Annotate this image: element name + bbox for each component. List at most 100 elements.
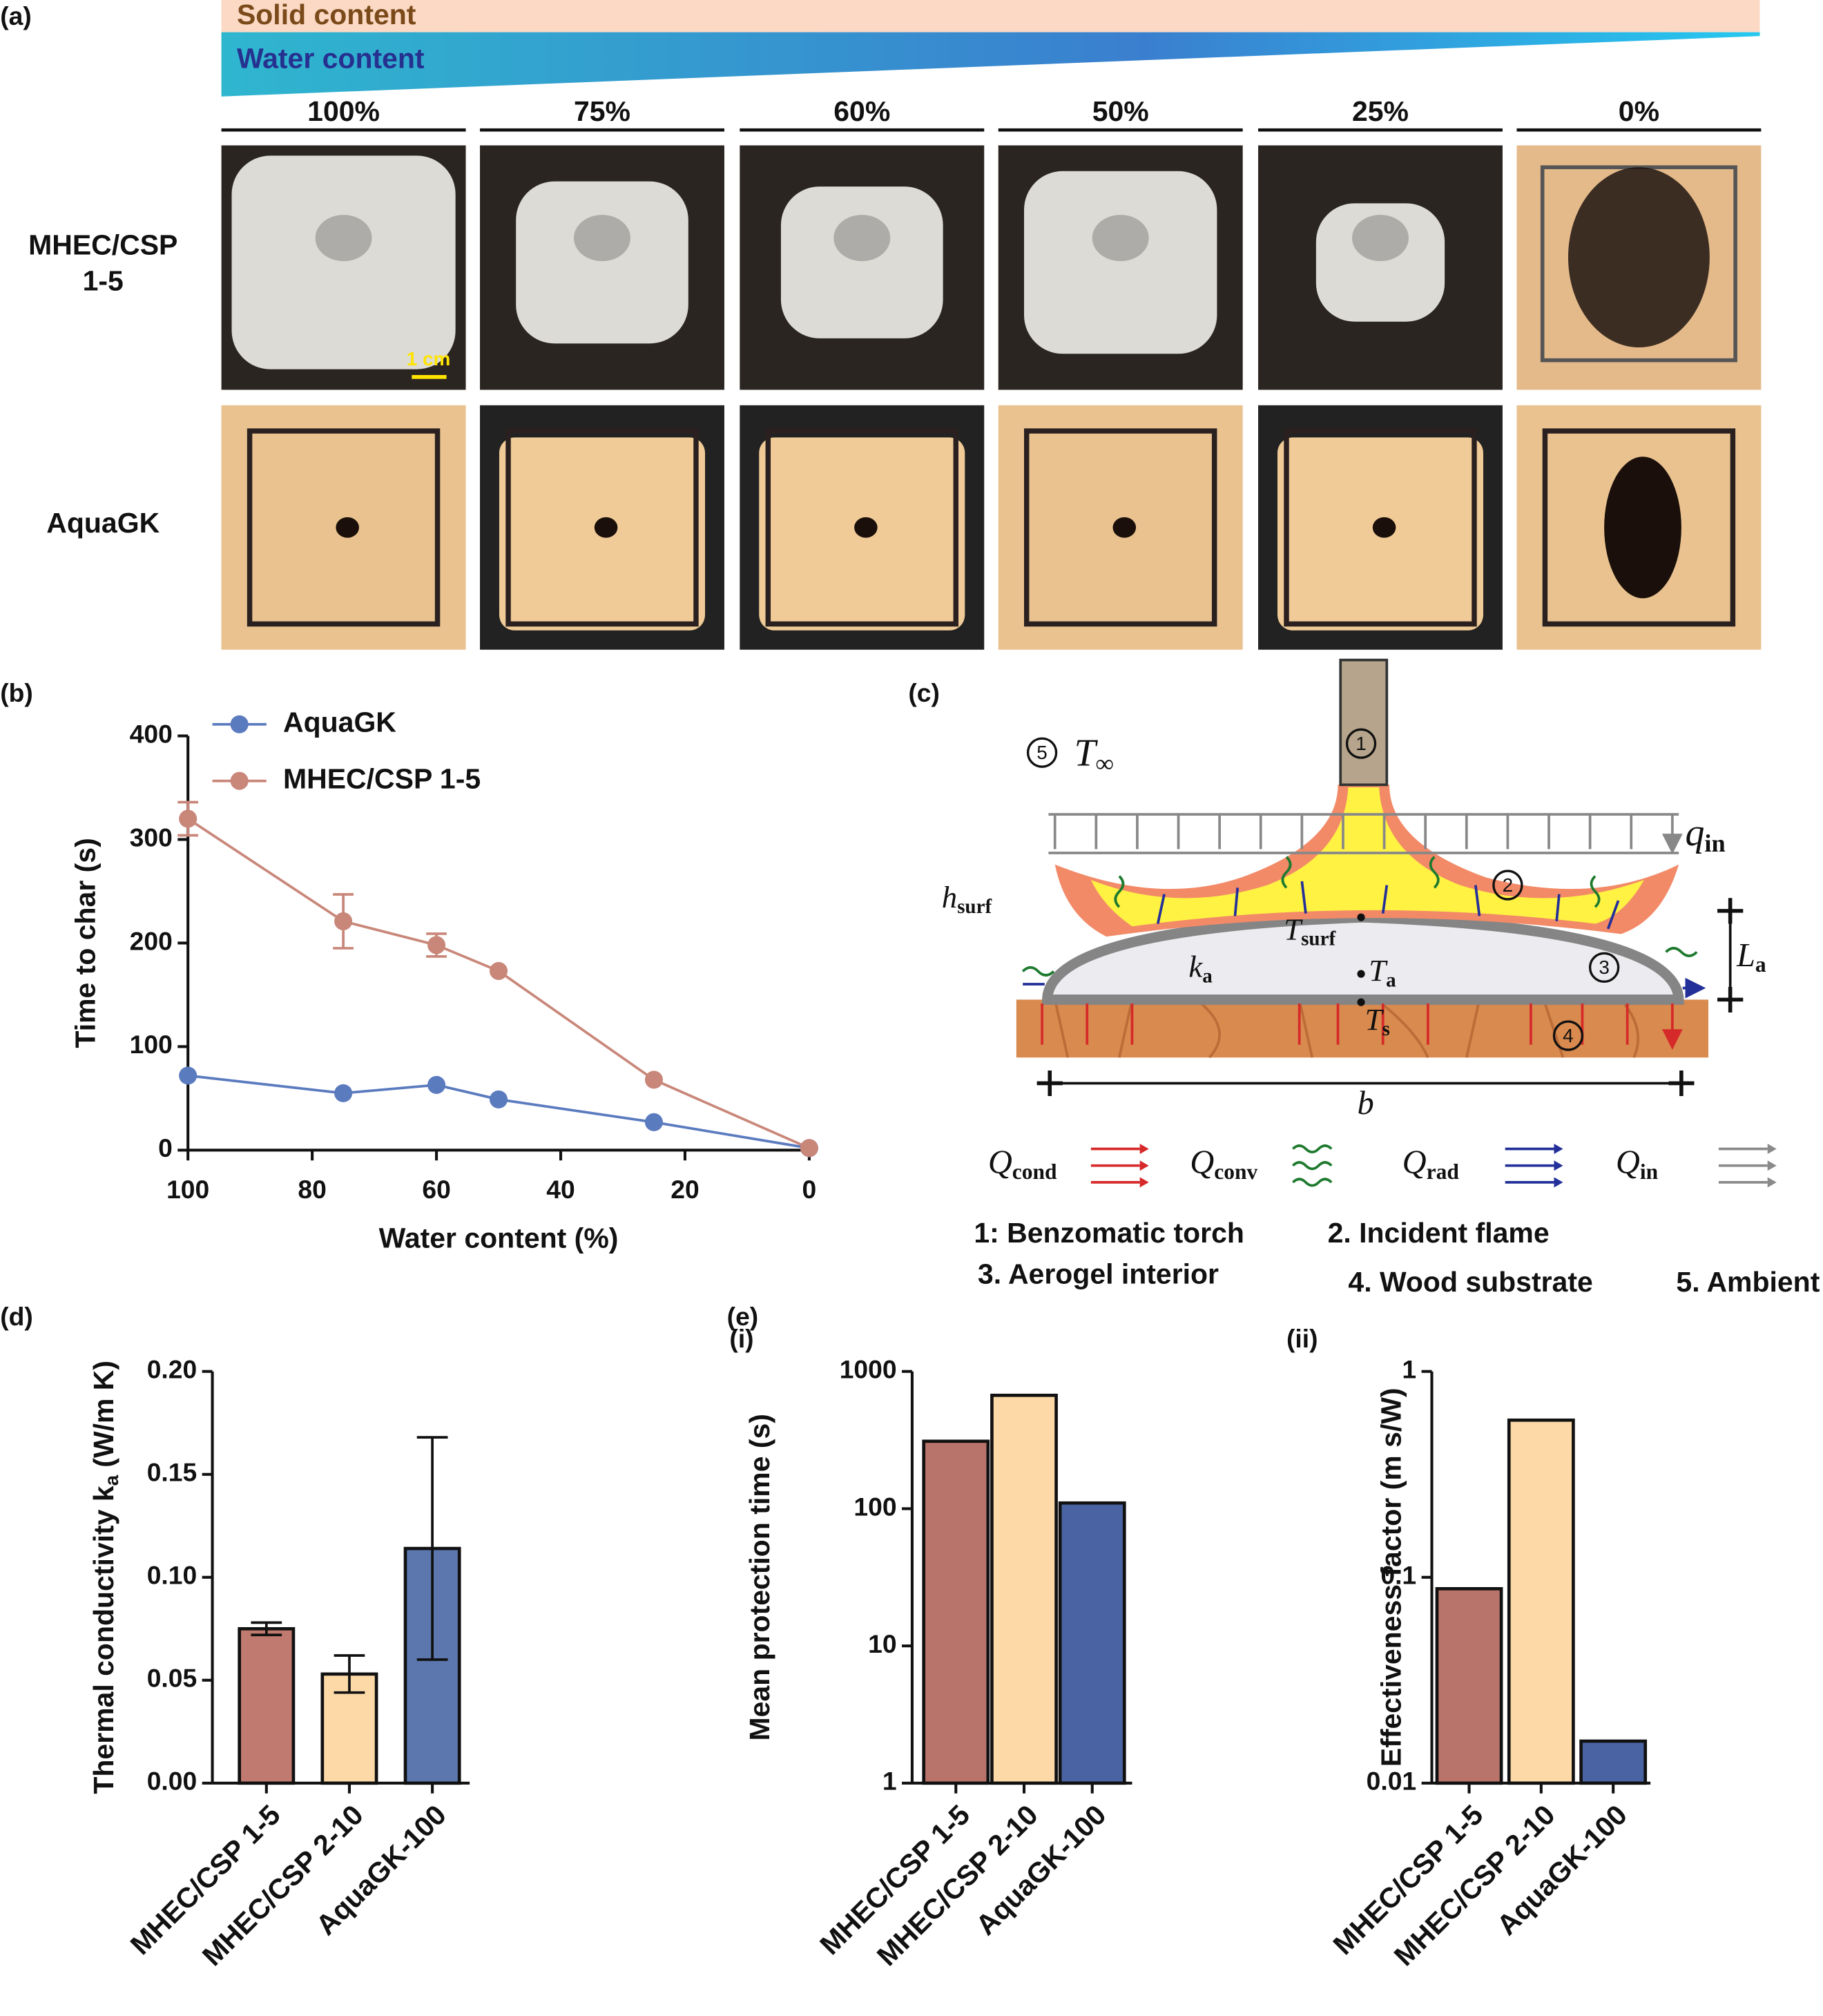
- math-base: h: [942, 880, 957, 914]
- math-label: Tsurf: [1284, 912, 1335, 950]
- photo-grid: [221, 145, 1762, 650]
- x-tick-label: 100: [166, 1175, 209, 1204]
- point: [427, 936, 446, 954]
- point: [644, 1113, 664, 1131]
- legend-arrowhead: [1767, 1160, 1777, 1171]
- math-sub: surf: [1301, 928, 1335, 950]
- row-label: MHEC/CSP: [28, 229, 177, 260]
- conduction-arrows: [1041, 1003, 1672, 1045]
- column-label: 100%: [307, 95, 380, 127]
- math-base: q: [1685, 812, 1704, 854]
- y-tick-label: 100: [130, 1030, 173, 1059]
- math-label: ka: [1188, 950, 1213, 988]
- math-sub: rad: [1427, 1160, 1460, 1184]
- y-axis-label: Thermal conductivity ka (W/m K): [88, 1361, 123, 1794]
- key-label: 3. Aerogel interior: [978, 1258, 1219, 1290]
- math-label: Qin: [1616, 1144, 1659, 1184]
- y-axis-label-part: Mean protection time (s): [744, 1414, 775, 1740]
- legend-label: AquaGK: [283, 707, 396, 738]
- y-tick-label: 300: [130, 823, 173, 852]
- water-gradient: [221, 32, 1760, 97]
- legend-arrowhead: [1554, 1177, 1563, 1188]
- y-axis-label-part: a: [102, 1475, 123, 1486]
- convection-waves: [1021, 856, 1698, 977]
- photo-frame: [765, 428, 958, 627]
- bar: [1435, 1587, 1503, 1785]
- point: [179, 809, 197, 828]
- marker-label: 1: [1356, 733, 1367, 754]
- photo-shadow: [1352, 215, 1409, 262]
- wood-grain: [1053, 998, 1639, 1059]
- point: [334, 912, 353, 930]
- y-tick-label: 100: [853, 1492, 896, 1521]
- math-base: Q: [988, 1144, 1012, 1181]
- series-line: [187, 817, 810, 1150]
- y-tick-label: 1000: [840, 1355, 897, 1384]
- legend-arrowhead: [1767, 1177, 1777, 1188]
- column-label: 50%: [1092, 95, 1149, 127]
- gradient-label: Water content: [237, 42, 425, 74]
- legend-marker: [230, 715, 249, 733]
- photo-frame: [1023, 428, 1217, 627]
- math-sub: s: [1382, 1018, 1389, 1040]
- math-label: Qcond: [988, 1144, 1057, 1184]
- legend-label: MHEC/CSP 1-5: [283, 763, 481, 795]
- photo-residue: [1023, 171, 1217, 354]
- marker-label: 4: [1563, 1025, 1574, 1046]
- y-axis-label-part: Thermal conductivity k: [88, 1486, 119, 1794]
- y-axis-label: Time to char (s): [70, 838, 102, 1048]
- x-axis-label: Water content (%): [379, 1222, 619, 1254]
- marker-label: 2: [1503, 874, 1514, 896]
- math-sub: cond: [1012, 1160, 1057, 1184]
- y-tick-label: 0: [158, 1133, 173, 1162]
- row-label: 1-5: [83, 265, 124, 297]
- math-base: Q: [1402, 1144, 1427, 1181]
- legend-wave: [1292, 1161, 1333, 1171]
- math-base: b: [1357, 1085, 1373, 1122]
- legend-arrowhead: [1139, 1160, 1149, 1171]
- series-line: [187, 1074, 810, 1150]
- y-axis-label-part: Effectiveness factor (m s/W): [1375, 1388, 1407, 1767]
- point: [800, 1139, 818, 1158]
- photo-char: [1112, 517, 1137, 538]
- math-base: T: [1074, 731, 1099, 774]
- bar: [1507, 1418, 1575, 1785]
- math-sub: in: [1704, 829, 1725, 857]
- scale-bar-label: 1 cm: [407, 348, 451, 369]
- x-tick-label: 0: [802, 1175, 817, 1204]
- math-sub: a: [1386, 969, 1396, 991]
- math-label: b: [1357, 1085, 1373, 1122]
- solid-gradient: [221, 0, 1760, 32]
- math-label: hsurf: [942, 880, 992, 918]
- math-base: Q: [1616, 1144, 1640, 1181]
- error-bar: [334, 1654, 365, 1694]
- panel-sublabel: (ii): [1286, 1324, 1318, 1353]
- panel-label: (b): [0, 678, 33, 707]
- photo-shadow: [833, 215, 891, 262]
- math-label: T∞: [1074, 731, 1114, 777]
- legend-arrowhead: [1139, 1144, 1149, 1154]
- photo-frame: [247, 428, 441, 627]
- flame-inner: [1090, 787, 1644, 927]
- panel-label: (e): [727, 1302, 759, 1331]
- math-sub: conv: [1214, 1160, 1257, 1184]
- legend-arrowhead: [1139, 1177, 1149, 1188]
- marker-circle: [1492, 870, 1523, 901]
- bar: [238, 1626, 296, 1785]
- point: [334, 1084, 353, 1102]
- photo-residue: [1315, 203, 1445, 322]
- column-label: 75%: [574, 95, 630, 127]
- bar: [922, 1439, 990, 1785]
- y-tick-label: 0.15: [147, 1458, 197, 1487]
- math-sub: surf: [957, 896, 992, 918]
- y-tick-label: 200: [130, 926, 173, 955]
- panel-label: (d): [0, 1302, 33, 1331]
- legend-wave: [1292, 1144, 1333, 1153]
- photo-char: [336, 517, 359, 538]
- y-tick-label: 10: [868, 1629, 896, 1658]
- heat-diagram: (c): [908, 658, 1744, 1097]
- y-tick-label: 1: [1402, 1355, 1416, 1384]
- point: [644, 1071, 664, 1089]
- incident-flux: [1048, 813, 1679, 853]
- point: [179, 1066, 197, 1085]
